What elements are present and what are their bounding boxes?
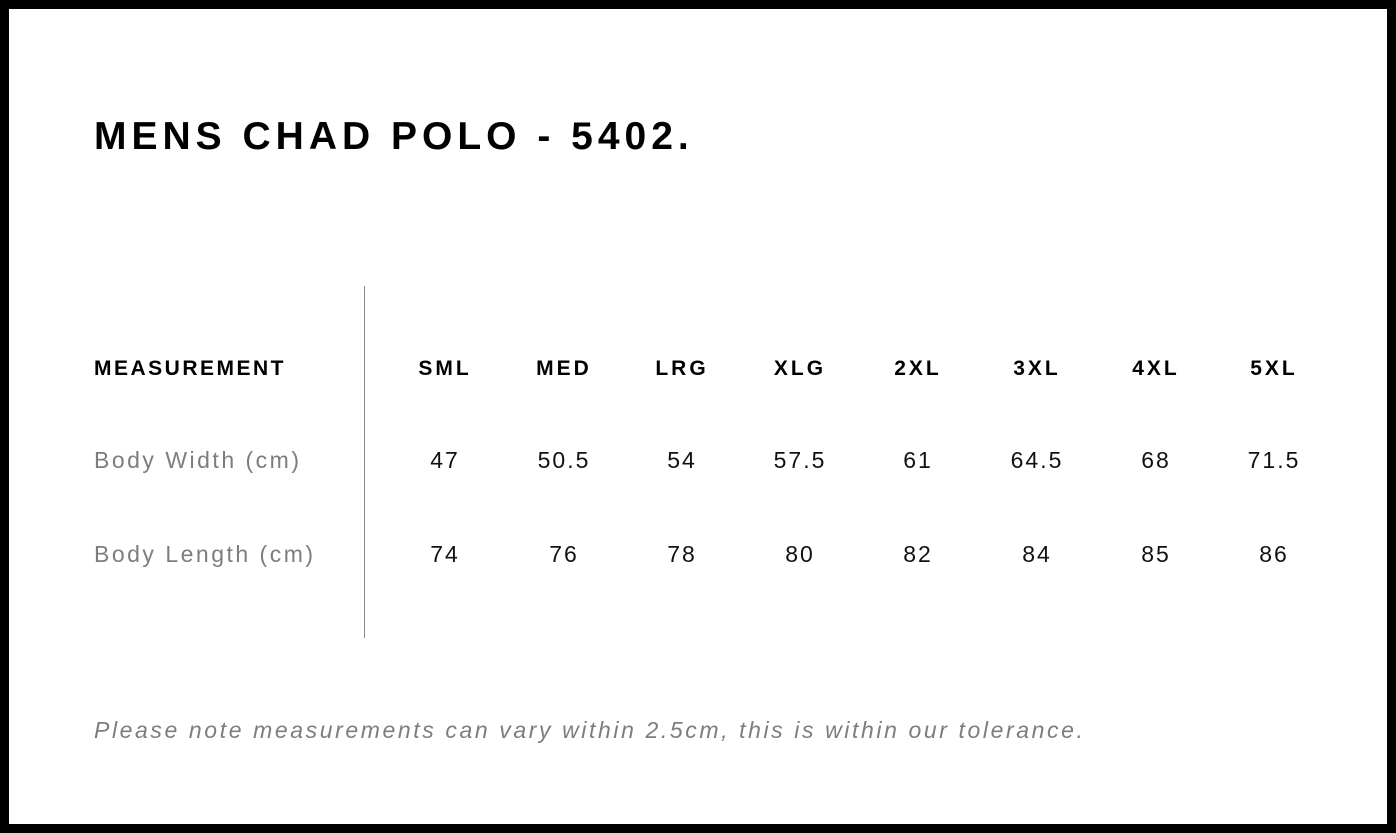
- body-width-value: 61: [903, 447, 933, 473]
- size-header: 3XL: [1013, 357, 1061, 380]
- body-length-value: 80: [785, 541, 815, 567]
- row-label-body-length: Body Length (cm): [94, 541, 316, 567]
- body-length-value: 78: [667, 541, 697, 567]
- size-header: MED: [536, 357, 592, 380]
- size-chart-card: MENS CHAD POLO - 5402. MEASUREMENT Body …: [9, 9, 1387, 824]
- tolerance-note: Please note measurements can vary within…: [94, 717, 1086, 743]
- measurement-header: MEASUREMENT: [94, 357, 287, 380]
- size-header: 2XL: [894, 357, 942, 380]
- size-header: SML: [418, 357, 472, 380]
- body-width-value: 47: [430, 447, 460, 473]
- size-header: 4XL: [1132, 357, 1180, 380]
- size-header: 5XL: [1250, 357, 1298, 380]
- row-label-body-width: Body Width (cm): [94, 447, 302, 473]
- column-divider: [364, 286, 365, 638]
- body-length-value: 82: [903, 541, 933, 567]
- body-length-value: 85: [1141, 541, 1171, 567]
- body-width-value: 54: [667, 447, 697, 473]
- body-width-value: 68: [1141, 447, 1171, 473]
- body-width-value: 50.5: [537, 447, 591, 473]
- size-header: XLG: [773, 357, 827, 380]
- size-header: LRG: [655, 357, 709, 380]
- body-width-value: 64.5: [1010, 447, 1064, 473]
- body-length-value: 84: [1022, 541, 1052, 567]
- body-length-value: 74: [430, 541, 460, 567]
- body-width-value: 57.5: [773, 447, 827, 473]
- body-length-value: 86: [1259, 541, 1289, 567]
- body-width-value: 71.5: [1247, 447, 1301, 473]
- body-length-value: 76: [549, 541, 579, 567]
- page-title: MENS CHAD POLO - 5402.: [94, 115, 694, 158]
